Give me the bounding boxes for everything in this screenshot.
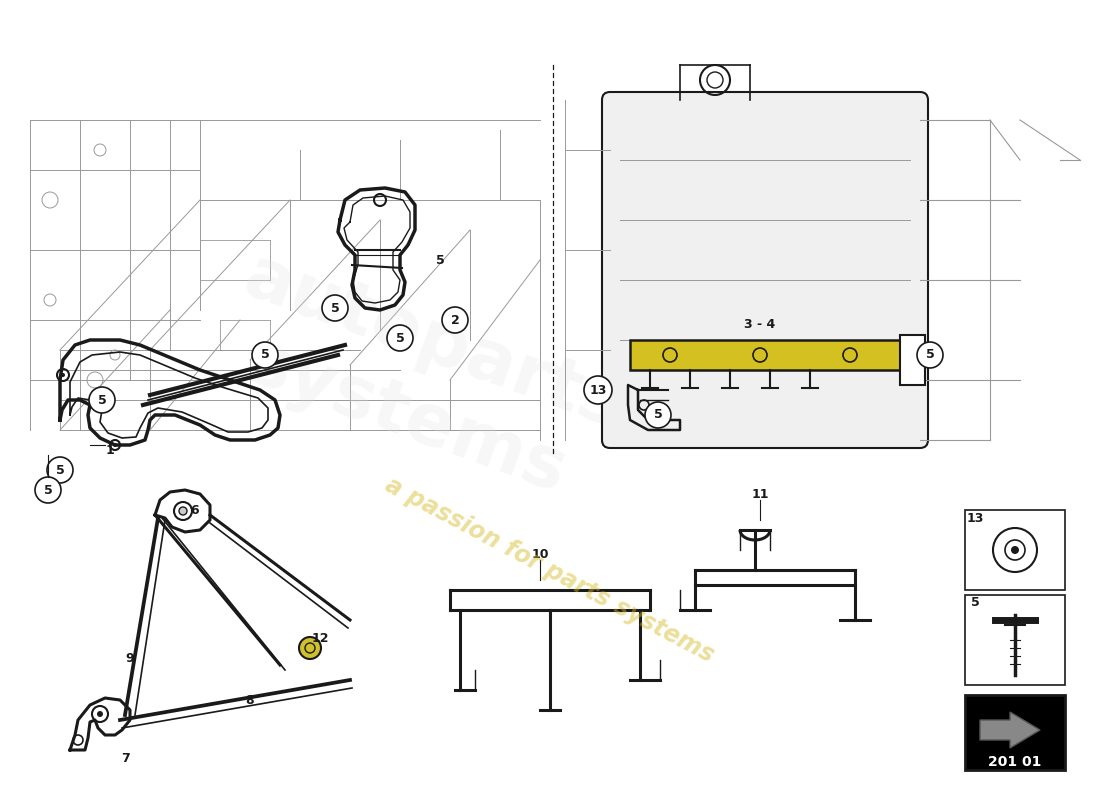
Circle shape xyxy=(584,376,612,404)
Circle shape xyxy=(322,295,348,321)
Circle shape xyxy=(179,507,187,515)
FancyBboxPatch shape xyxy=(900,335,925,385)
Text: 3 - 4: 3 - 4 xyxy=(745,318,776,331)
Text: 5: 5 xyxy=(653,409,662,422)
FancyBboxPatch shape xyxy=(630,340,900,370)
Circle shape xyxy=(35,477,60,503)
Circle shape xyxy=(97,711,103,717)
Text: 5: 5 xyxy=(970,597,979,610)
Text: 5: 5 xyxy=(396,331,405,345)
Text: 5: 5 xyxy=(56,463,65,477)
Circle shape xyxy=(387,325,412,351)
Circle shape xyxy=(89,387,116,413)
Text: 5: 5 xyxy=(331,302,340,314)
Circle shape xyxy=(60,373,65,377)
Text: 1: 1 xyxy=(106,443,114,457)
Text: 5: 5 xyxy=(44,483,53,497)
Circle shape xyxy=(47,457,73,483)
Circle shape xyxy=(1011,546,1019,554)
Text: 2: 2 xyxy=(451,314,460,326)
FancyBboxPatch shape xyxy=(965,595,1065,685)
Text: 9: 9 xyxy=(125,651,134,665)
Text: 201 01: 201 01 xyxy=(988,755,1042,769)
Text: 10: 10 xyxy=(531,549,549,562)
Text: 7: 7 xyxy=(121,751,130,765)
FancyBboxPatch shape xyxy=(602,92,928,448)
Text: 5: 5 xyxy=(98,394,107,406)
Text: a passion for parts systems: a passion for parts systems xyxy=(382,473,718,667)
Polygon shape xyxy=(980,712,1040,748)
Circle shape xyxy=(645,402,671,428)
Text: 8: 8 xyxy=(245,694,254,706)
Text: autoparts
systems: autoparts systems xyxy=(208,242,632,518)
Circle shape xyxy=(299,637,321,659)
Text: 5: 5 xyxy=(436,254,444,266)
Circle shape xyxy=(442,307,468,333)
Text: 12: 12 xyxy=(311,631,329,645)
Text: 13: 13 xyxy=(966,511,983,525)
Text: 5: 5 xyxy=(261,349,270,362)
Text: 6: 6 xyxy=(190,503,199,517)
Text: 5: 5 xyxy=(925,349,934,362)
Circle shape xyxy=(917,342,943,368)
Text: 11: 11 xyxy=(751,489,769,502)
Circle shape xyxy=(113,443,117,447)
Text: 13: 13 xyxy=(590,383,607,397)
FancyBboxPatch shape xyxy=(965,510,1065,590)
FancyBboxPatch shape xyxy=(965,695,1065,770)
Circle shape xyxy=(252,342,278,368)
